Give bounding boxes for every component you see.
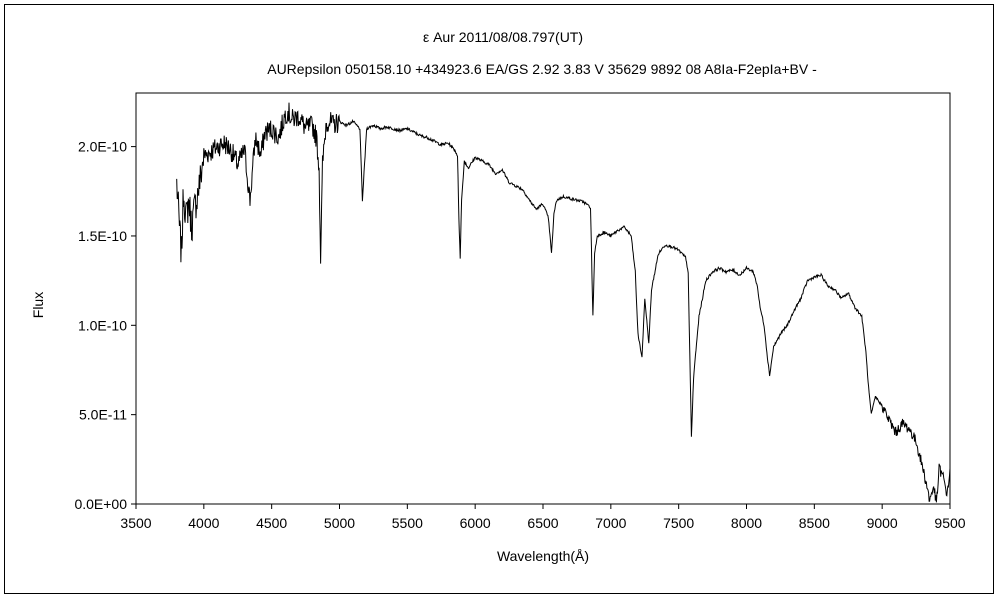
y-tick-label: 5.0E-11 [79, 407, 127, 423]
x-tick-label: 3500 [120, 515, 151, 531]
x-tick-label: 5000 [324, 515, 355, 531]
chart-frame: ε Aur 2011/08/08.797(UT) AURepsilon 0501… [4, 4, 994, 594]
x-tick-label: 9500 [934, 515, 965, 531]
chart-subtitle: AURepsilon 050158.10 +434923.6 EA/GS 2.9… [267, 61, 817, 77]
plot-area [135, 92, 951, 505]
x-tick-label: 9000 [867, 515, 898, 531]
spectrum-line [176, 102, 951, 503]
x-tick-label: 4500 [256, 515, 287, 531]
y-axis-label: Flux [30, 292, 46, 318]
x-tick-label: 5500 [392, 515, 423, 531]
y-tick-label: 2.0E-10 [78, 139, 127, 155]
spectrum-chart: ε Aur 2011/08/08.797(UT) AURepsilon 0501… [30, 29, 966, 564]
x-tick-label: 6500 [527, 515, 558, 531]
y-axis: 0.0E+00 5.0E-11 1.0E-10 1.5E-10 2.0E-10 [74, 139, 136, 512]
x-tick-label: 8500 [799, 515, 830, 531]
x-tick-label: 8000 [731, 515, 762, 531]
x-tick-label: 7000 [595, 515, 626, 531]
x-tick-label: 4000 [188, 515, 219, 531]
y-tick-label: 1.0E-10 [78, 317, 127, 333]
x-axis: 3500 4000 4500 5000 5500 6000 6500 7000 7500 8000… [120, 504, 966, 531]
x-tick-label: 7500 [663, 515, 694, 531]
y-tick-label: 1.5E-10 [78, 228, 127, 244]
x-tick-label: 6000 [460, 515, 491, 531]
chart-title: ε Aur 2011/08/08.797(UT) [423, 29, 583, 45]
x-axis-label: Wavelength(Å) [497, 548, 589, 564]
y-tick-label: 0.0E+00 [74, 496, 127, 512]
